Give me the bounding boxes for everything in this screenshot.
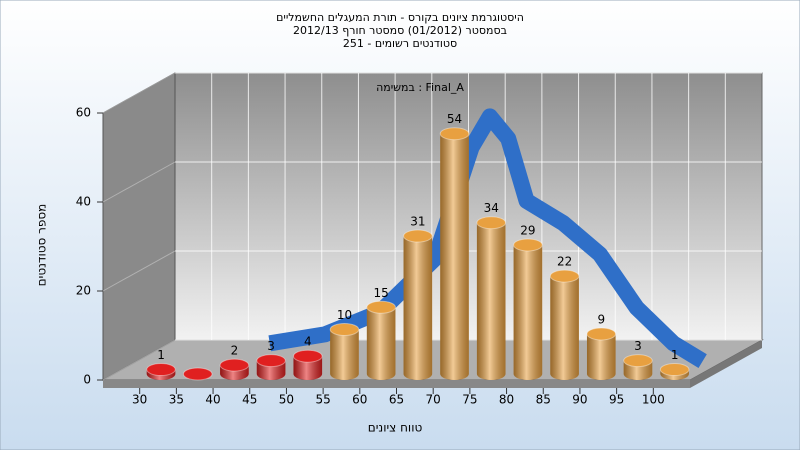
x-tick-label: 55 (315, 393, 330, 407)
bar-top (513, 238, 543, 252)
x-tick-label: 30 (132, 393, 147, 407)
grid-line (102, 161, 176, 203)
data-label: 15 (374, 286, 389, 300)
chart-title: בסמסטר (01/2012) סמסטר חורף 2012/13 (293, 24, 507, 37)
x-tick-label: 95 (609, 393, 624, 407)
bar-shade (440, 133, 469, 380)
x-tick-label: 60 (352, 393, 367, 407)
x-tick-label: 40 (205, 393, 220, 407)
x-tick-label: 80 (499, 393, 514, 407)
bar-top (366, 300, 396, 314)
bar-shade (330, 329, 359, 380)
data-label: 1 (157, 348, 165, 362)
bar-shade (366, 307, 396, 380)
x-tick-label: 85 (536, 393, 551, 407)
x-tick-label: 90 (572, 393, 587, 407)
bar (623, 354, 653, 380)
data-label: 9 (597, 312, 605, 326)
bar (256, 354, 286, 380)
bar-top (256, 354, 286, 368)
bar-top (476, 216, 507, 230)
x-tick-label: 65 (389, 393, 404, 407)
data-label: 3 (267, 339, 275, 353)
y-axis-label: מספר סטודנטים (35, 204, 49, 287)
bar (403, 229, 433, 380)
data-label: 3 (634, 339, 642, 353)
bar-top (586, 327, 617, 341)
grid-line (102, 339, 176, 381)
data-label: 1 (671, 348, 679, 362)
bar (549, 269, 580, 380)
bar-top (182, 367, 213, 381)
grid-line (102, 72, 176, 114)
bar (659, 363, 690, 380)
bar-top (219, 358, 250, 372)
bar (439, 127, 470, 380)
y-tick-label: 20 (76, 284, 91, 298)
data-label: 34 (484, 201, 499, 215)
x-tick-label: 45 (242, 393, 257, 407)
y-tick-label: 40 (76, 195, 91, 209)
bar-top (292, 349, 323, 363)
data-label: 31 (410, 215, 425, 229)
x-tick-label: 75 (462, 393, 477, 407)
subtitle: במשימה : Final_A (376, 81, 464, 94)
y-tick-label: 60 (76, 106, 91, 120)
bar-top (146, 363, 176, 377)
chart-title: סטודנטים רשומים - 251 (343, 37, 457, 50)
x-axis-label: טווח ציונים (368, 421, 423, 435)
bar-shade (476, 222, 506, 380)
bar-top (549, 269, 580, 283)
data-label: 2 (231, 344, 239, 358)
bar (182, 367, 213, 381)
x-tick-label: 70 (426, 393, 441, 407)
floor-edge (103, 380, 690, 388)
grid-line (102, 250, 176, 292)
data-label: 10 (337, 308, 352, 322)
bar-top (659, 363, 690, 377)
data-label: 4 (304, 335, 312, 349)
data-label: 29 (520, 223, 535, 237)
bar-top (439, 127, 470, 141)
side-wall (102, 72, 176, 381)
data-label: 22 (557, 255, 572, 269)
bar-shade (550, 276, 579, 380)
bar (292, 349, 323, 380)
data-label: 54 (447, 112, 462, 126)
bar (146, 363, 176, 380)
floor-side (690, 340, 762, 388)
bar (513, 238, 543, 380)
bar-shade (293, 356, 323, 380)
bar-top (403, 229, 433, 243)
y-tick-label: 0 (83, 373, 91, 387)
bar-top (329, 323, 360, 336)
x-tick-label: 100 (642, 393, 665, 407)
bar (476, 216, 507, 380)
x-tick-label: 50 (279, 393, 294, 407)
bar-shade (403, 236, 433, 380)
bar-shade (586, 333, 616, 380)
bar (366, 300, 396, 380)
bar-top (623, 354, 653, 368)
bar (219, 358, 250, 380)
x-tick-label: 35 (169, 393, 184, 407)
bar (586, 327, 617, 380)
bar-shade (513, 244, 543, 380)
chart-title: היסטוגרמת ציונים בקורס - תורת המעגלים הח… (276, 11, 524, 24)
bar (329, 323, 360, 380)
